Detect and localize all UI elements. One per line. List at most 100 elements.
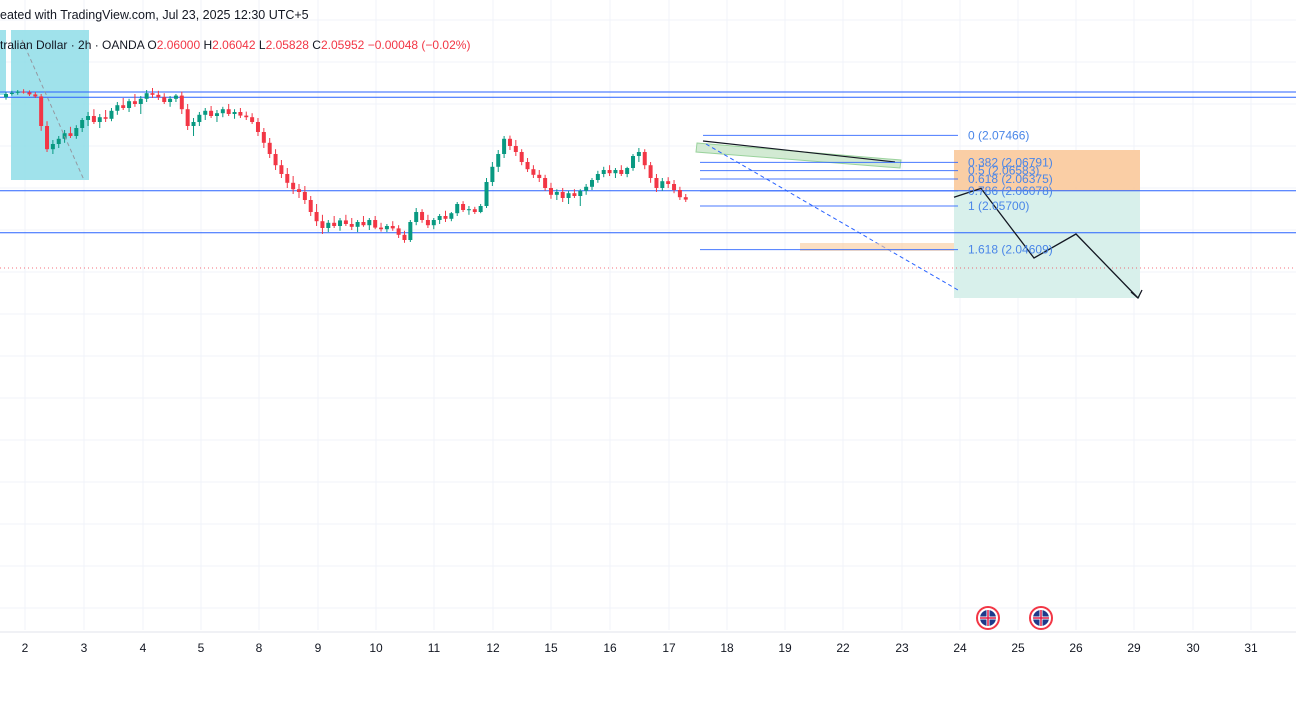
candle-body xyxy=(437,216,442,220)
candle-body xyxy=(648,165,653,178)
x-tick-label: 11 xyxy=(428,641,441,655)
candle-body xyxy=(554,192,559,195)
candle-body xyxy=(660,181,665,188)
candle-body xyxy=(173,95,178,99)
candle-body xyxy=(578,190,583,196)
candle-body xyxy=(384,226,389,230)
candle-body xyxy=(156,94,161,98)
candle-body xyxy=(261,132,266,143)
candle-body xyxy=(513,146,518,152)
candle-body xyxy=(56,138,61,144)
left-diagonal-line[interactable] xyxy=(21,39,85,181)
candle-body xyxy=(631,156,636,168)
candle-body xyxy=(560,192,565,198)
candle-body xyxy=(607,170,612,174)
fib-level-label: 1.618 (2.04609) xyxy=(968,243,1053,257)
candle-body xyxy=(273,154,278,166)
candle-body xyxy=(121,105,126,108)
candle-body xyxy=(677,190,682,198)
x-tick-label: 23 xyxy=(895,641,909,655)
candle-body xyxy=(408,222,413,240)
trend-line[interactable] xyxy=(702,140,896,163)
x-tick-label: 17 xyxy=(662,641,676,655)
open-label: O xyxy=(147,38,157,52)
candle-body xyxy=(279,165,284,174)
x-tick-label: 9 xyxy=(315,641,322,655)
candle-body xyxy=(197,114,202,122)
candle-body xyxy=(525,162,530,170)
candle-body xyxy=(613,170,618,174)
candle-body xyxy=(226,109,231,114)
fib-level-label: 0.382 (2.06791) xyxy=(968,155,1053,169)
candle-body xyxy=(379,227,384,230)
candle-body xyxy=(490,166,495,182)
candle-body xyxy=(21,91,26,93)
stop-loss-zone[interactable] xyxy=(954,150,1140,191)
entry-band xyxy=(800,243,954,251)
candle-body xyxy=(232,112,237,114)
candle-body xyxy=(619,170,624,174)
candle-body xyxy=(209,110,214,116)
candle-body xyxy=(502,138,507,154)
candle-body xyxy=(179,95,184,110)
fib-level-label: 0.618 (2.06375) xyxy=(968,172,1053,186)
candle-body xyxy=(666,181,671,184)
x-tick-label: 2 xyxy=(22,641,29,655)
symbol-legend[interactable]: tralian Dollar · 2h · OANDA O2.06000 H2.… xyxy=(0,38,470,52)
horizontal-levels[interactable] xyxy=(0,91,1296,269)
candle-body xyxy=(496,154,501,167)
candle-body xyxy=(238,112,243,116)
candle-body xyxy=(642,152,647,166)
drawings[interactable] xyxy=(21,39,1143,300)
symbol-name[interactable]: tralian Dollar · 2h · OANDA xyxy=(0,38,145,52)
grid xyxy=(0,0,1296,633)
fib-level-label: 1 (2.05700) xyxy=(968,199,1029,213)
candle-body xyxy=(302,192,307,200)
take-profit-zone[interactable] xyxy=(954,190,1140,298)
x-tick-label: 16 xyxy=(603,641,617,655)
fib-level-label: 0.786 (2.06078) xyxy=(968,184,1053,198)
candle-body xyxy=(326,222,331,228)
candle-body xyxy=(683,197,688,200)
candle-body xyxy=(396,228,401,235)
candle-body xyxy=(191,122,196,126)
fib-retracement[interactable]: 0 (2.07466)0.382 (2.06791)0.5 (2.06583)0… xyxy=(700,128,1053,257)
candle-body xyxy=(601,170,606,174)
candle-body xyxy=(654,178,659,188)
candle-body xyxy=(80,120,85,128)
uk-flag-icon[interactable] xyxy=(976,606,1000,630)
x-tick-label: 3 xyxy=(81,641,88,655)
fib-level-label: 0.5 (2.06583) xyxy=(968,164,1039,178)
candle-body xyxy=(338,220,343,226)
candle-body xyxy=(45,126,50,150)
candle-body xyxy=(402,234,407,240)
candle-body xyxy=(355,222,360,227)
candle-body xyxy=(244,115,249,118)
candle-body xyxy=(39,96,44,126)
candle-body xyxy=(109,110,114,119)
fib-level-label: 0 (2.07466) xyxy=(968,128,1029,142)
candle-body xyxy=(132,101,137,104)
candle-body xyxy=(466,209,471,211)
x-tick-label: 10 xyxy=(369,641,383,655)
candle-body xyxy=(33,94,38,97)
candle-body xyxy=(572,193,577,196)
candle-body xyxy=(537,174,542,178)
candle-body xyxy=(566,193,571,198)
candle-body xyxy=(543,178,548,188)
left-edge-box xyxy=(0,30,6,95)
candle-body xyxy=(548,188,553,195)
candle-body xyxy=(636,152,641,156)
candle-body xyxy=(595,174,600,180)
candle-body xyxy=(320,221,325,228)
candle-body xyxy=(361,222,366,226)
projection-path[interactable] xyxy=(953,187,1139,299)
consolidation-box[interactable] xyxy=(695,142,902,169)
x-tick-label: 26 xyxy=(1069,641,1083,655)
candle-body xyxy=(144,93,149,99)
uk-flag-icon[interactable] xyxy=(1029,606,1053,630)
candle-body xyxy=(68,133,73,136)
event-markers[interactable] xyxy=(976,606,1053,630)
